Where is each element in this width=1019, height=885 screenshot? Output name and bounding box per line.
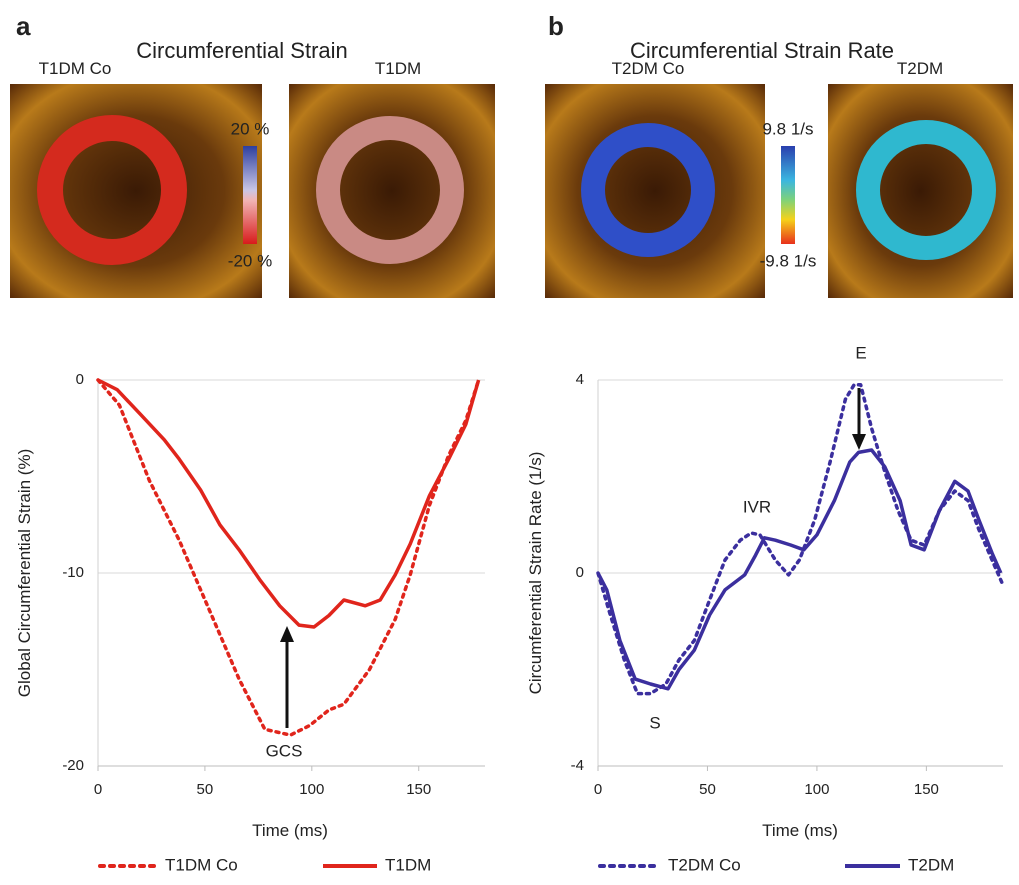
colorbar xyxy=(243,146,257,244)
image-label: T2DM xyxy=(897,59,943,78)
image-label: T1DM Co xyxy=(39,59,112,78)
image-label: T2DM Co xyxy=(612,59,685,78)
y-tick-label: -10 xyxy=(62,564,84,581)
figure: 0 -10 -20 0 50 100 150 Time (ms) Global Circumfe… xyxy=(0,0,1019,880)
y-axis-title: Circumferential Strain Rate (1/s) xyxy=(526,452,545,695)
legend-label: T2DM xyxy=(908,855,954,874)
legend-label: T2DM Co xyxy=(668,855,741,874)
x-tick-label: 150 xyxy=(406,781,431,798)
panel-letter: a xyxy=(16,11,31,41)
y-tick-label: -20 xyxy=(62,757,84,774)
echo-image xyxy=(545,84,765,298)
x-tick-label: 50 xyxy=(699,781,716,798)
x-tick-label: 0 xyxy=(94,781,102,798)
legend-label: T1DM Co xyxy=(165,855,238,874)
x-tick-label: 50 xyxy=(197,781,214,798)
x-axis-title: Time (ms) xyxy=(762,821,838,840)
series-line xyxy=(598,450,1001,689)
annotation: GCS xyxy=(266,741,303,760)
x-tick-label: 0 xyxy=(594,781,602,798)
colorbar-label: 9.8 1/s xyxy=(762,119,813,138)
arrow-head xyxy=(280,626,294,642)
legend-label: T1DM xyxy=(385,855,431,874)
line-chart: 0 -10 -20 0 50 100 150 Time (ms) Global Circumfe… xyxy=(15,371,485,875)
image-label: T1DM xyxy=(375,59,421,78)
colorbar xyxy=(781,146,795,244)
y-axis-title: Global Circumferential Strain (%) xyxy=(15,449,34,697)
series-line xyxy=(598,385,1003,694)
y-tick-label: -4 xyxy=(571,757,584,774)
y-tick-label: 0 xyxy=(76,371,84,388)
panel-title: Circumferential Strain xyxy=(136,38,348,63)
charts: 0 -10 -20 0 50 100 150 Time (ms) Global Circumfe… xyxy=(15,343,1003,874)
colorbar-label: -9.8 1/s xyxy=(760,251,817,270)
series-line xyxy=(98,380,479,627)
line-chart: 4 0 -4 0 50 100 150 Time (ms) Circumferential St… xyxy=(526,343,1003,874)
annotation: E xyxy=(855,343,866,362)
x-tick-label: 100 xyxy=(804,781,829,798)
x-tick-label: 100 xyxy=(299,781,324,798)
arrow-head xyxy=(852,434,866,450)
y-tick-label: 0 xyxy=(576,564,584,581)
panel-letter: b xyxy=(548,11,564,41)
x-tick-label: 150 xyxy=(914,781,939,798)
colorbar-label: -20 % xyxy=(228,251,272,270)
annotation: IVR xyxy=(743,497,771,516)
y-tick-label: 4 xyxy=(576,371,584,388)
x-axis-title: Time (ms) xyxy=(252,821,328,840)
colorbar-label: 20 % xyxy=(231,119,270,138)
annotation: S xyxy=(649,713,660,732)
